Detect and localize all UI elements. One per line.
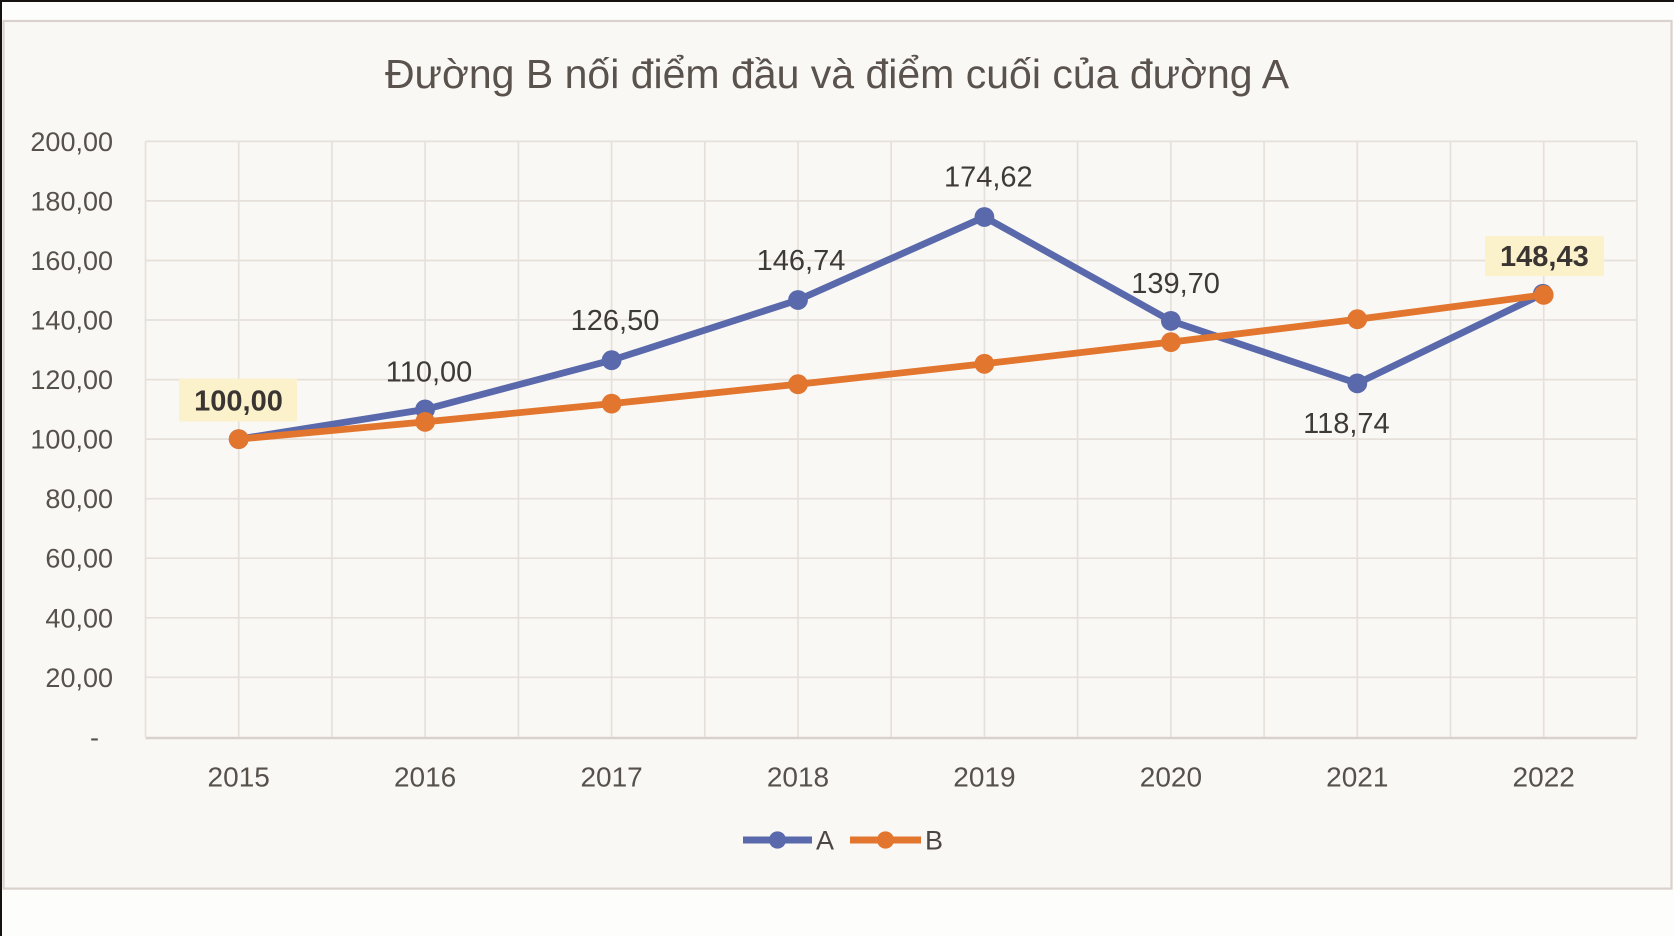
svg-text:146,74: 146,74 [757, 245, 846, 277]
svg-text:2019: 2019 [953, 762, 1015, 793]
svg-text:120,00: 120,00 [30, 365, 113, 395]
svg-text:2018: 2018 [767, 762, 829, 793]
svg-text:180,00: 180,00 [30, 186, 113, 216]
svg-text:60,00: 60,00 [45, 544, 113, 574]
svg-text:Đường B nối điểm đầu và điểm c: Đường B nối điểm đầu và điểm cuối của đư… [385, 51, 1290, 97]
svg-text:2016: 2016 [394, 762, 456, 793]
svg-text:40,00: 40,00 [45, 603, 113, 633]
svg-text:100,00: 100,00 [194, 386, 283, 418]
svg-text:148,43: 148,43 [1500, 241, 1589, 273]
svg-text:174,62: 174,62 [944, 162, 1033, 194]
svg-text:B: B [925, 826, 943, 856]
svg-text:2017: 2017 [580, 762, 642, 793]
svg-text:126,50: 126,50 [571, 305, 660, 337]
svg-text:140,00: 140,00 [30, 306, 113, 336]
svg-text:-: - [90, 722, 99, 752]
svg-text:2022: 2022 [1513, 762, 1575, 793]
svg-text:200,00: 200,00 [30, 127, 113, 157]
svg-text:80,00: 80,00 [45, 484, 113, 514]
svg-text:160,00: 160,00 [30, 246, 113, 276]
svg-text:2020: 2020 [1140, 762, 1202, 793]
svg-text:100,00: 100,00 [30, 425, 113, 455]
svg-text:110,00: 110,00 [386, 357, 473, 389]
svg-text:118,74: 118,74 [1303, 408, 1390, 440]
svg-text:20,00: 20,00 [45, 663, 113, 693]
svg-text:2021: 2021 [1326, 762, 1388, 793]
svg-text:2015: 2015 [208, 762, 270, 793]
svg-text:139,70: 139,70 [1131, 268, 1220, 300]
svg-text:A: A [816, 826, 834, 856]
